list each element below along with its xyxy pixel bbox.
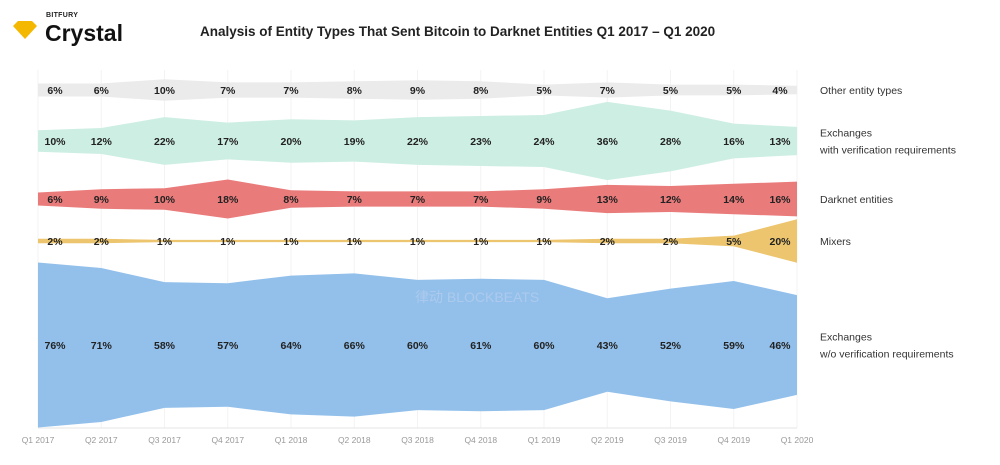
data-label: 8% xyxy=(283,194,299,206)
legend-label: Other entity types xyxy=(820,85,902,97)
data-label: 16% xyxy=(769,194,791,206)
data-label: 7% xyxy=(283,85,299,97)
data-label: 36% xyxy=(597,136,619,148)
legend-label: Darknet entities xyxy=(820,194,893,206)
data-label: 17% xyxy=(217,136,239,148)
x-tick-label: Q4 2019 xyxy=(717,435,750,445)
watermark: 律动 BLOCKBEATS xyxy=(415,289,539,305)
data-label: 9% xyxy=(536,194,552,206)
data-label: 57% xyxy=(217,340,239,352)
data-label: 20% xyxy=(280,136,302,148)
data-label: 9% xyxy=(94,194,110,206)
series-band xyxy=(38,262,797,428)
brand-product: Crystal xyxy=(45,20,123,46)
legend-label: Exchanges w/o verification requirements xyxy=(819,332,954,361)
x-tick-label: Q1 2018 xyxy=(275,435,308,445)
data-label: 1% xyxy=(536,236,552,248)
data-label: 1% xyxy=(220,236,236,248)
data-label: 1% xyxy=(347,236,363,248)
data-label: 2% xyxy=(600,236,616,248)
x-tick-label: Q2 2017 xyxy=(85,435,118,445)
data-label: 22% xyxy=(407,136,429,148)
data-label: 8% xyxy=(347,85,363,97)
data-label: 18% xyxy=(217,194,239,206)
data-label: 10% xyxy=(154,194,176,206)
series-band xyxy=(38,219,797,263)
data-label: 1% xyxy=(283,236,299,248)
data-label: 1% xyxy=(157,236,173,248)
data-label: 4% xyxy=(772,85,788,97)
data-label: 76% xyxy=(44,340,66,352)
data-label: 58% xyxy=(154,340,176,352)
x-tick-label: Q1 2020 xyxy=(781,435,814,445)
x-tick-label: Q2 2018 xyxy=(338,435,371,445)
data-label: 12% xyxy=(660,194,682,206)
legend-label: Exchanges with verification requirements xyxy=(819,128,956,157)
x-tick-label: Q4 2018 xyxy=(464,435,497,445)
data-label: 7% xyxy=(410,194,426,206)
data-label: 24% xyxy=(533,136,555,148)
legend-label: Mixers xyxy=(820,236,851,248)
data-label: 28% xyxy=(660,136,682,148)
data-label: 8% xyxy=(473,85,489,97)
data-label: 6% xyxy=(94,85,110,97)
data-label: 19% xyxy=(344,136,366,148)
data-label: 10% xyxy=(154,85,176,97)
data-label: 13% xyxy=(597,194,619,206)
brand-company: BITFURY xyxy=(46,12,79,19)
data-label: 5% xyxy=(536,85,552,97)
x-tick-label: Q3 2017 xyxy=(148,435,181,445)
data-label: 5% xyxy=(726,236,742,248)
data-label: 6% xyxy=(47,85,63,97)
data-label: 10% xyxy=(44,136,66,148)
data-label: 71% xyxy=(91,340,113,352)
data-label: 2% xyxy=(47,236,63,248)
data-label: 7% xyxy=(220,85,236,97)
data-label: 5% xyxy=(726,85,742,97)
diamond-icon xyxy=(13,21,37,39)
data-label: 7% xyxy=(347,194,363,206)
data-label: 46% xyxy=(769,340,791,352)
data-label: 12% xyxy=(91,136,113,148)
data-label: 1% xyxy=(473,236,489,248)
data-label: 20% xyxy=(769,236,791,248)
data-label: 16% xyxy=(723,136,745,148)
data-label: 7% xyxy=(473,194,489,206)
data-label: 13% xyxy=(769,136,791,148)
x-tick-label: Q4 2017 xyxy=(211,435,244,445)
data-label: 1% xyxy=(410,236,426,248)
x-tick-label: Q1 2019 xyxy=(528,435,561,445)
data-label: 59% xyxy=(723,340,745,352)
data-label: 61% xyxy=(470,340,492,352)
data-label: 66% xyxy=(344,340,366,352)
data-label: 7% xyxy=(600,85,616,97)
data-label: 23% xyxy=(470,136,492,148)
x-tick-label: Q3 2019 xyxy=(654,435,687,445)
data-label: 2% xyxy=(663,236,679,248)
series-band xyxy=(38,179,797,219)
data-label: 14% xyxy=(723,194,745,206)
data-label: 64% xyxy=(280,340,302,352)
data-label: 5% xyxy=(663,85,679,97)
data-label: 60% xyxy=(407,340,429,352)
data-label: 6% xyxy=(47,194,63,206)
x-tick-label: Q1 2017 xyxy=(22,435,55,445)
data-label: 43% xyxy=(597,340,619,352)
chart-title: Analysis of Entity Types That Sent Bitco… xyxy=(200,24,716,39)
data-label: 22% xyxy=(154,136,176,148)
data-label: 52% xyxy=(660,340,682,352)
series-band xyxy=(38,79,797,101)
data-label: 60% xyxy=(533,340,555,352)
data-label: 2% xyxy=(94,236,110,248)
x-tick-label: Q2 2019 xyxy=(591,435,624,445)
data-label: 9% xyxy=(410,85,426,97)
series-band xyxy=(38,101,797,181)
x-tick-label: Q3 2018 xyxy=(401,435,434,445)
